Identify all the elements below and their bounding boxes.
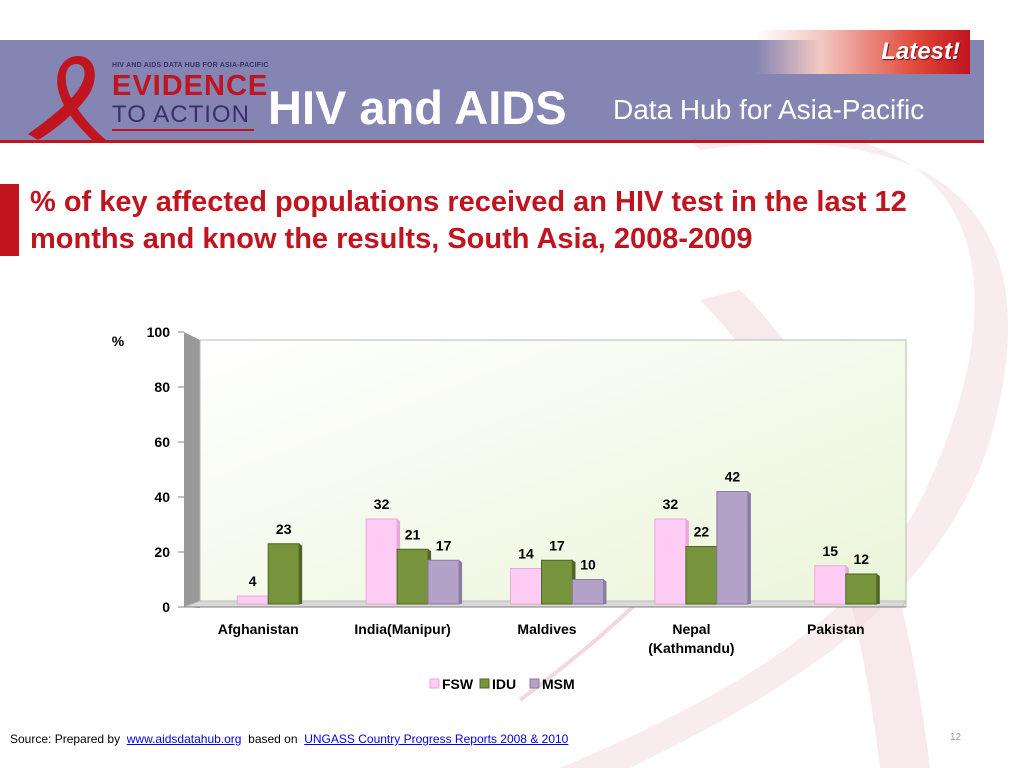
latest-badge-label: Latest!	[881, 38, 960, 65]
bar-side	[876, 574, 880, 604]
category-label: Pakistan	[807, 621, 865, 637]
data-label: 10	[580, 557, 596, 573]
bar-msm	[427, 559, 460, 605]
data-label: 32	[663, 496, 679, 512]
bar-fsw	[236, 595, 269, 605]
latest-badge[interactable]: Latest!	[756, 30, 970, 74]
red-ribbon-icon	[28, 56, 106, 140]
data-label: 12	[854, 551, 870, 567]
data-label: 22	[694, 524, 710, 540]
page-number: 12	[950, 732, 962, 743]
legend-label: IDU	[492, 676, 516, 692]
data-label: 42	[725, 469, 741, 485]
category-label: (Kathmandu)	[648, 640, 734, 656]
bar-side	[299, 543, 303, 604]
source-footer: Source: Prepared by www.aidsdatahub.org …	[10, 732, 568, 746]
legend-label: MSM	[542, 676, 575, 692]
logo-evidence: EVIDENCE	[112, 70, 269, 102]
data-label: 17	[436, 537, 452, 553]
ungass-reports-link[interactable]: UNGASS Country Progress Reports 2008 & 2…	[304, 732, 569, 746]
bar-side	[459, 560, 463, 604]
title-accent-bar	[0, 184, 19, 256]
category-label: India(Manipur)	[354, 621, 450, 637]
bar-idu	[541, 559, 573, 605]
y-tick-label: 20	[154, 544, 170, 560]
source-label: Source: Prepared by	[10, 732, 121, 746]
legend-swatch	[429, 678, 440, 689]
y-axis-label: %	[112, 333, 125, 349]
bar-fsw	[654, 518, 687, 605]
category-label: Maldives	[517, 621, 576, 637]
chart-side-wall	[184, 332, 200, 608]
y-tick-label: 80	[154, 379, 170, 395]
legend-label: FSW	[442, 676, 474, 692]
data-label: 4	[249, 573, 257, 589]
bar-msm	[572, 579, 604, 605]
bar-side	[747, 491, 751, 604]
based-on-text: based on	[248, 732, 298, 746]
bar-idu	[267, 543, 300, 605]
logo-underline	[112, 129, 254, 131]
bar-fsw	[814, 565, 847, 605]
header-subtitle: Data Hub for Asia-Pacific	[613, 94, 925, 125]
bar-fsw	[365, 518, 398, 605]
aidsdatahub-link[interactable]: www.aidsdatahub.org	[126, 732, 242, 746]
bar-idu	[845, 573, 878, 605]
header-title: HIV and AIDS	[268, 81, 567, 134]
y-tick-label: 0	[162, 599, 170, 615]
logo-tagline: HIV AND AIDS DATA HUB FOR ASIA-PACIFIC	[112, 62, 269, 69]
legend-swatch	[479, 678, 490, 689]
data-label: 23	[276, 521, 292, 537]
header-banner: HIV AND AIDS DATA HUB FOR ASIA-PACIFIC E…	[0, 40, 984, 143]
y-tick-label: 60	[154, 434, 170, 450]
category-label: Afghanistan	[218, 621, 299, 637]
y-tick-label: 40	[154, 489, 170, 505]
slide-title: % of key affected populations received a…	[30, 186, 907, 255]
category-label: Nepal	[672, 621, 710, 637]
data-label: 21	[405, 526, 421, 542]
y-tick-label: 100	[147, 324, 171, 340]
data-label: 17	[549, 537, 565, 553]
legend-swatch	[529, 678, 540, 689]
bar-idu	[396, 548, 429, 605]
logo-to-action: TO ACTION	[112, 101, 250, 128]
logo: HIV AND AIDS DATA HUB FOR ASIA-PACIFIC E…	[18, 48, 268, 140]
bar-side	[603, 579, 607, 604]
bar-idu	[685, 546, 718, 605]
data-label: 15	[823, 543, 839, 559]
data-label: 14	[518, 546, 534, 562]
data-label: 32	[374, 496, 390, 512]
bar-msm	[716, 491, 749, 605]
bar-fsw	[510, 568, 542, 605]
